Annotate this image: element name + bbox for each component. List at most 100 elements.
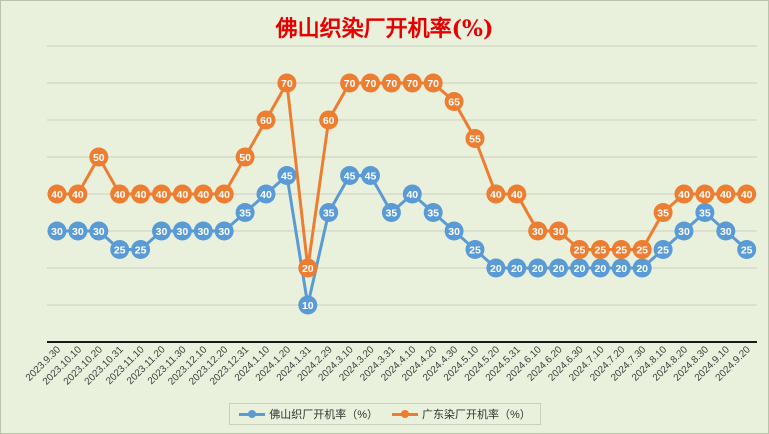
data-label: 30 (218, 226, 230, 238)
data-label: 20 (302, 263, 314, 275)
data-point (632, 258, 652, 278)
data-point (68, 221, 88, 241)
data-label: 45 (344, 171, 356, 183)
data-label: 40 (741, 189, 753, 201)
legend-item-guangdong: 广东染厂开机率（%） (392, 406, 531, 422)
data-label: 25 (574, 245, 586, 257)
data-label: 40 (218, 189, 230, 201)
data-point (152, 184, 171, 204)
data-point (486, 258, 506, 278)
data-label: 40 (197, 189, 209, 201)
data-label: 30 (532, 226, 544, 238)
data-point (507, 258, 527, 278)
data-label: 20 (553, 263, 565, 275)
data-point (528, 258, 548, 278)
data-point (590, 240, 610, 259)
data-label: 30 (177, 226, 189, 238)
data-point (423, 73, 443, 93)
data-point (507, 184, 527, 204)
data-label: 40 (135, 189, 147, 201)
data-point (402, 184, 422, 204)
data-point (465, 129, 485, 148)
data-point (193, 184, 213, 204)
data-label: 50 (239, 152, 251, 164)
data-point (653, 203, 673, 222)
data-label: 35 (427, 208, 439, 220)
data-point (465, 240, 485, 259)
data-point (298, 258, 318, 278)
data-label: 35 (657, 208, 669, 220)
data-point (716, 221, 736, 241)
data-point (737, 240, 757, 259)
data-point (695, 203, 715, 222)
data-label: 45 (365, 171, 377, 183)
data-point (172, 184, 192, 204)
data-label: 40 (678, 189, 690, 201)
data-point (298, 295, 318, 315)
data-point (361, 73, 380, 93)
data-label: 35 (323, 208, 335, 220)
data-label: 50 (93, 152, 105, 164)
data-point (47, 221, 67, 241)
data-point (549, 258, 569, 278)
data-label: 65 (448, 97, 460, 109)
data-point (256, 184, 276, 204)
data-label: 35 (699, 208, 711, 220)
legend-label-guangdong: 广东染厂开机率（%） (422, 409, 531, 421)
data-label: 40 (490, 189, 502, 201)
data-label: 20 (595, 263, 607, 275)
data-label: 45 (281, 171, 293, 183)
data-label: 25 (615, 245, 627, 257)
series-line-1 (57, 81, 747, 270)
data-label: 40 (406, 189, 418, 201)
data-label: 30 (678, 226, 690, 238)
data-label: 25 (595, 245, 607, 257)
data-label: 30 (72, 226, 84, 238)
data-label: 70 (344, 78, 356, 90)
legend-label-foshan: 佛山织厂开机率（%） (269, 409, 378, 421)
legend: 佛山织厂开机率（%） 广东染厂开机率（%） (229, 403, 541, 425)
chart-title: 佛山织染厂开机率(%) (275, 16, 494, 42)
data-point (716, 184, 736, 204)
data-point (423, 203, 443, 222)
data-point (110, 240, 130, 259)
data-point (277, 73, 297, 93)
data-label: 30 (197, 226, 209, 238)
data-point (402, 73, 422, 93)
data-point (68, 184, 88, 204)
data-point (131, 184, 151, 204)
data-label: 55 (469, 134, 481, 146)
data-label: 20 (532, 263, 544, 275)
data-label: 70 (386, 78, 398, 90)
data-label: 30 (93, 226, 105, 238)
data-point (632, 240, 652, 259)
data-point (193, 221, 213, 241)
data-label: 40 (51, 189, 63, 201)
data-label: 20 (615, 263, 627, 275)
data-point (152, 221, 171, 241)
data-label: 40 (72, 189, 84, 201)
data-point (381, 73, 401, 93)
data-point (674, 184, 694, 204)
data-label: 20 (511, 263, 523, 275)
data-label: 40 (177, 189, 189, 201)
data-point (611, 240, 631, 259)
data-label: 30 (720, 226, 732, 238)
data-label: 25 (469, 245, 481, 257)
data-label: 70 (281, 78, 293, 90)
data-label: 35 (239, 208, 251, 220)
data-point (486, 184, 506, 204)
data-label: 35 (386, 208, 398, 220)
data-point (319, 203, 339, 222)
data-point (611, 258, 631, 278)
data-label: 10 (302, 300, 314, 312)
data-point (131, 240, 151, 259)
data-label: 30 (156, 226, 168, 238)
data-point (110, 184, 130, 204)
data-point (256, 110, 276, 130)
data-point (444, 221, 464, 241)
data-point (89, 221, 109, 241)
data-point (361, 166, 380, 185)
